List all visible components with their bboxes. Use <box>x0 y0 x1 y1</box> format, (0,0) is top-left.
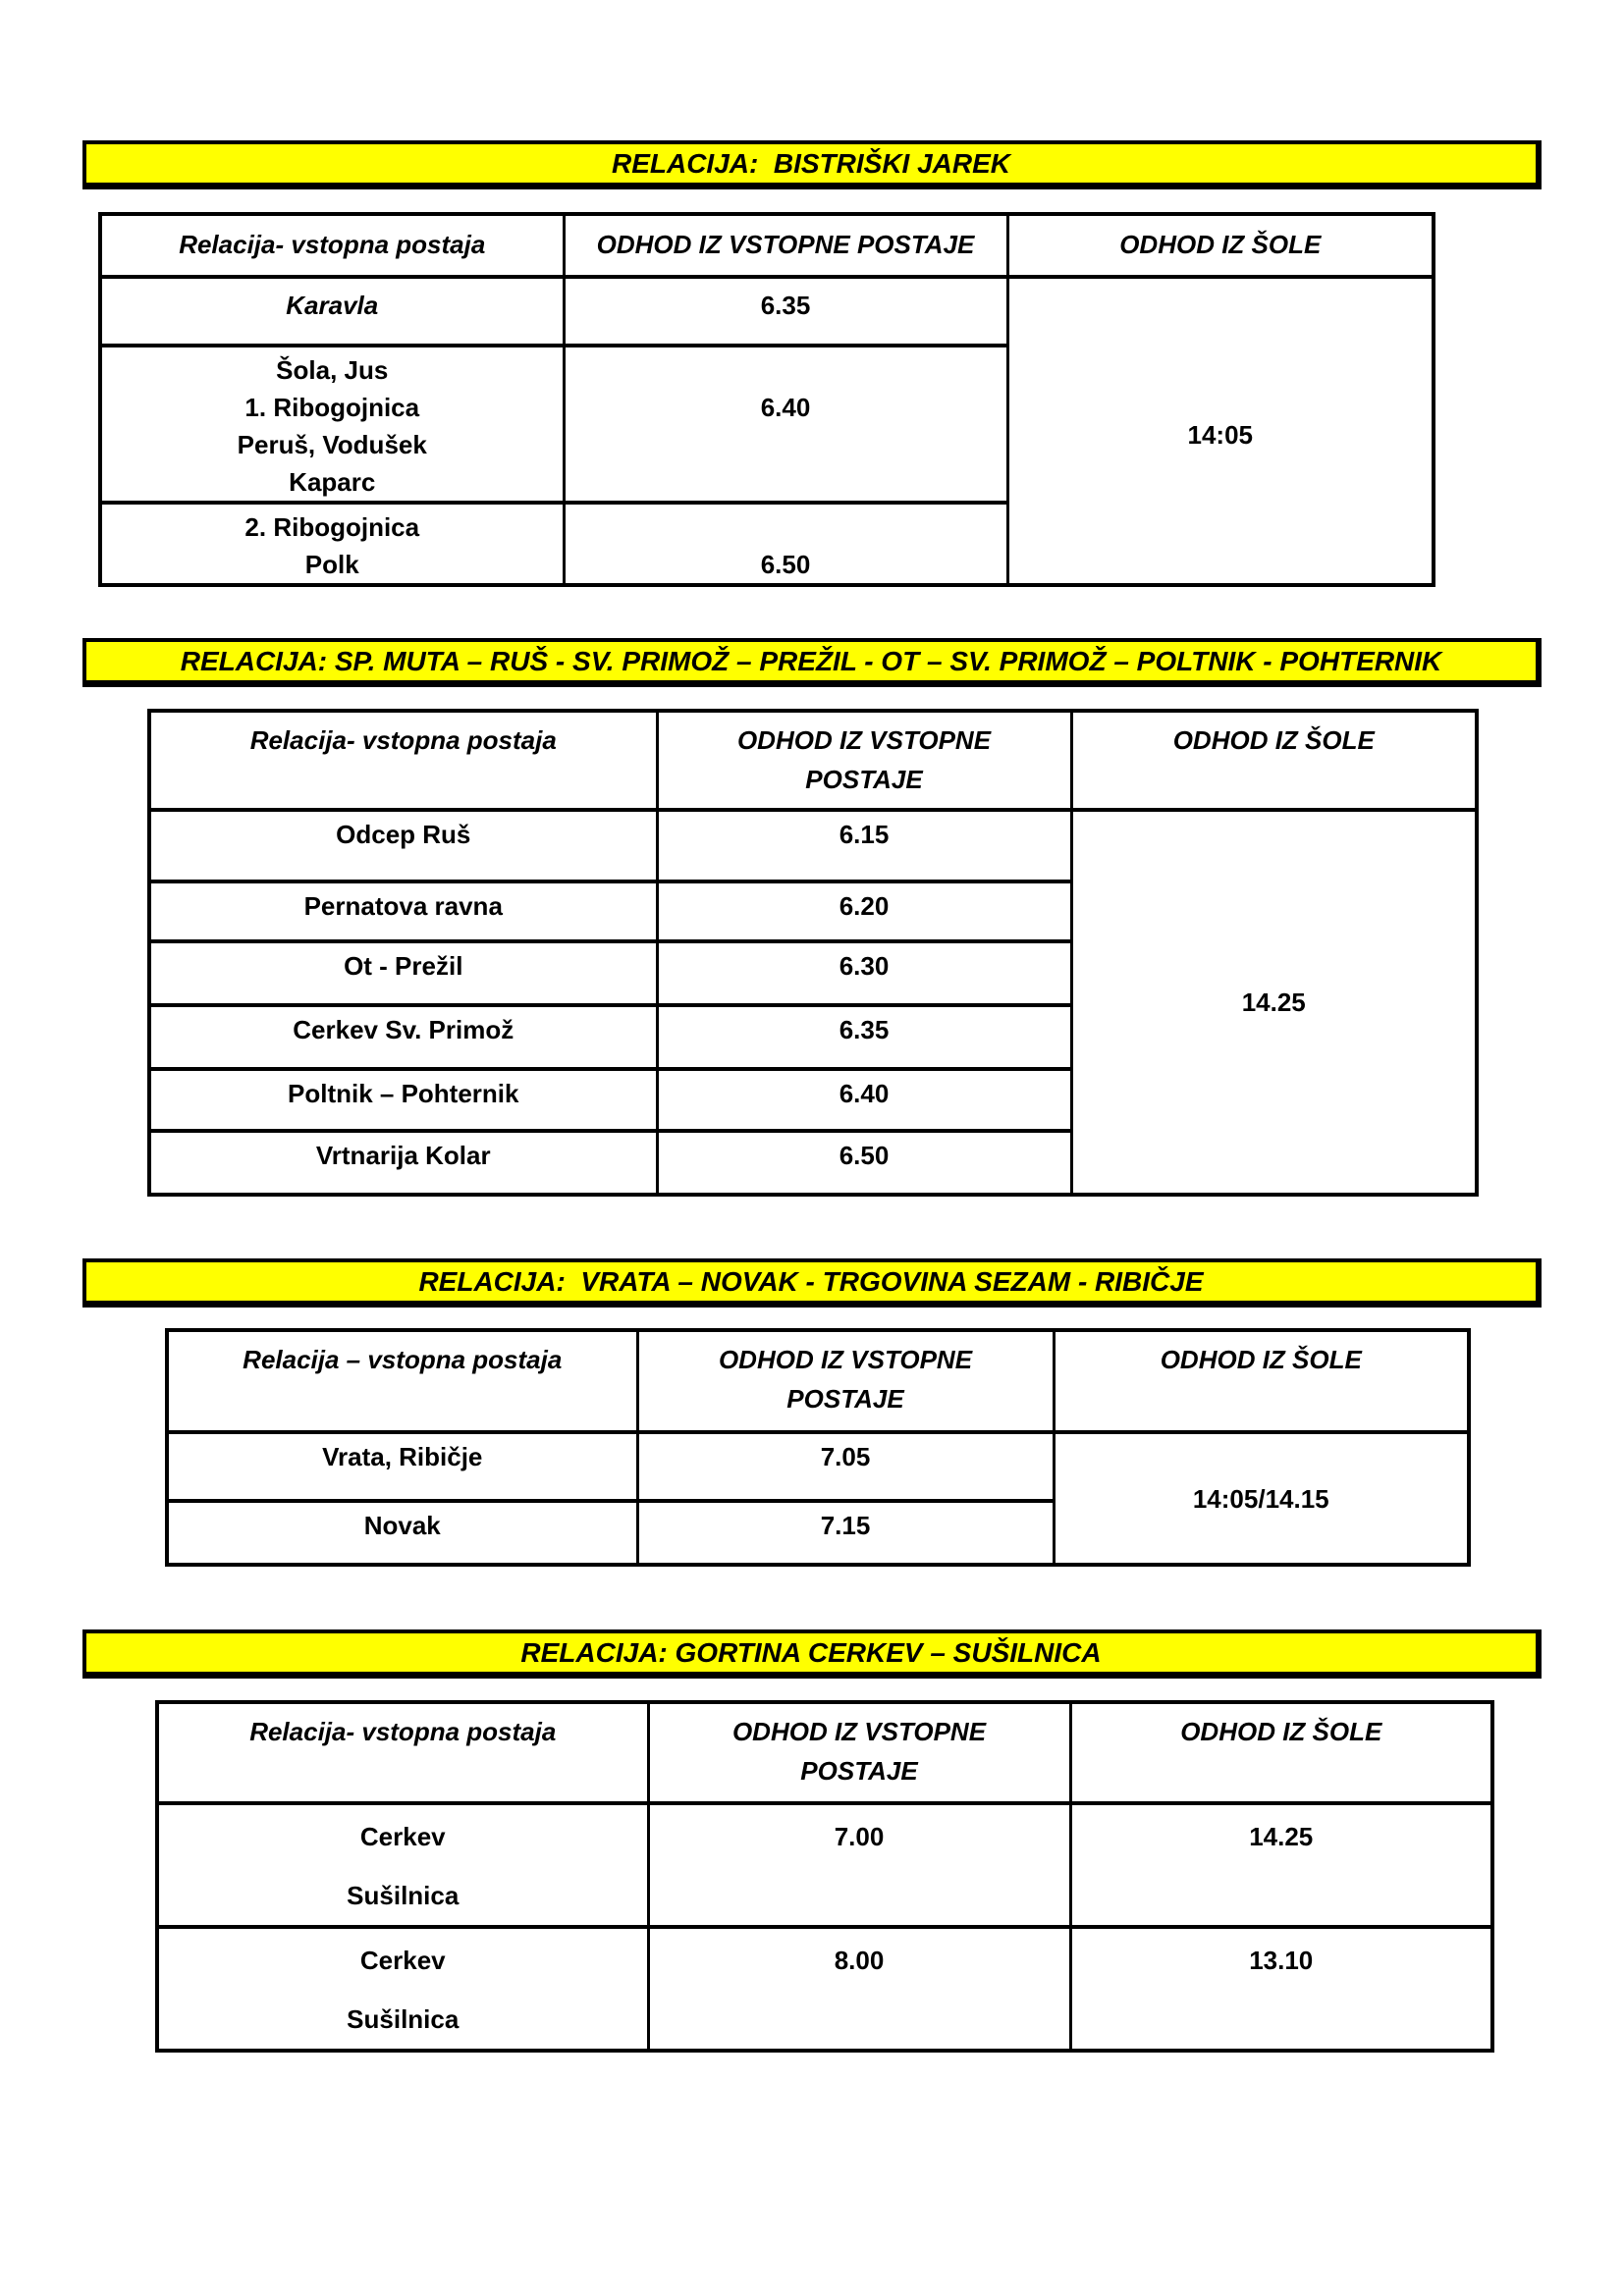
stop-cell: 2. Ribogojnica Polk <box>98 501 566 587</box>
school-departure-cell: 13.10 <box>1068 1925 1494 2053</box>
departure-time-cell: 6.30 <box>655 939 1073 1007</box>
departure-time-cell: 7.05 <box>635 1430 1056 1503</box>
stop-cell: Karavla <box>98 275 566 347</box>
departure-time-cell: 6.50 <box>655 1129 1073 1197</box>
relacija-banner-sp-muta-pohternik: RELACIJA: SP. MUTA – RUŠ - SV. PRIMOŽ – … <box>82 638 1542 687</box>
stop-cell: Šola, Jus 1. Ribogojnica Peruš, Vodušek … <box>98 344 566 505</box>
departure-time-cell: 8.00 <box>646 1925 1072 2053</box>
stop-cell: Cerkev Sv. Primož <box>147 1003 659 1071</box>
stop-cell: Cerkev Sušilnica <box>155 1925 650 2053</box>
stop-cell: Odcep Ruš <box>147 808 659 883</box>
table-row: Poltnik – Pohternik 6.40 <box>147 1067 1477 1133</box>
table-header-row: Relacija- vstopna postaja ODHOD IZ VSTOP… <box>147 709 1479 812</box>
header-cell-odhod-postaje: ODHOD IZ VSTOPNE POSTAJE <box>562 212 1009 279</box>
table-row: Ot - Prežil 6.30 <box>147 939 1477 1007</box>
schedule-table-sp-muta-pohternik: Relacija- vstopna postaja ODHOD IZ VSTOP… <box>147 709 1479 1197</box>
table-row: Odcep Ruš 6.15 14.25 <box>147 808 1479 1197</box>
table-header-row: Relacija- vstopna postaja ODHOD IZ VSTOP… <box>155 1700 1494 1805</box>
header-cell-odhod-sole: ODHOD IZ ŠOLE <box>1068 1700 1494 1805</box>
school-departure-cell: 14.25 <box>1069 808 1479 1197</box>
header-cell-relacija: Relacija- vstopna postaja <box>98 212 566 279</box>
table-row: Vrata, Ribičje 7.05 14:05/14.15 <box>165 1430 1471 1567</box>
stop-cell: Ot - Prežil <box>147 939 659 1007</box>
departure-time-cell: 6.40 <box>655 1067 1073 1133</box>
header-cell-odhod-postaje: ODHOD IZ VSTOPNE POSTAJE <box>635 1328 1056 1434</box>
header-cell-relacija: Relacija- vstopna postaja <box>155 1700 650 1805</box>
table-header-row: Relacija- vstopna postaja ODHOD IZ VSTOP… <box>98 212 1435 279</box>
header-cell-odhod-sole: ODHOD IZ ŠOLE <box>1052 1328 1471 1434</box>
departure-time-cell: 7.15 <box>635 1499 1056 1567</box>
schedule-table-vrata-ribicje: Relacija – vstopna postaja ODHOD IZ VSTO… <box>165 1328 1471 1567</box>
table-row: Karavla 6.35 14:05 <box>98 275 1435 587</box>
school-departure-cell: 14:05/14.15 <box>1052 1430 1471 1567</box>
stop-cell: Poltnik – Pohternik <box>147 1067 659 1133</box>
header-cell-odhod-sole: ODHOD IZ ŠOLE <box>1005 212 1435 279</box>
stop-cell: Vrata, Ribičje <box>165 1430 639 1503</box>
header-cell-relacija: Relacija- vstopna postaja <box>147 709 659 812</box>
relacija-banner-vrata-ribicje: RELACIJA: VRATA – NOVAK - TRGOVINA SEZAM… <box>82 1258 1542 1308</box>
banner-title: RELACIJA: BISTRIŠKI JAREK <box>611 147 1011 179</box>
header-cell-odhod-sole: ODHOD IZ ŠOLE <box>1069 709 1479 812</box>
departure-time-cell: 6.40 <box>562 344 1009 505</box>
banner-title: RELACIJA: SP. MUTA – RUŠ - SV. PRIMOŽ – … <box>180 645 1442 676</box>
departure-time-cell: 6.15 <box>655 808 1073 883</box>
departure-time-cell: 6.20 <box>655 880 1073 943</box>
table-row: 2. Ribogojnica Polk 6.50 <box>98 501 1434 587</box>
header-cell-odhod-postaje: ODHOD IZ VSTOPNE POSTAJE <box>646 1700 1072 1805</box>
stop-cell: Pernatova ravna <box>147 880 659 943</box>
header-cell-relacija: Relacija – vstopna postaja <box>165 1328 639 1434</box>
stop-cell: Cerkev Sušilnica <box>155 1801 650 1929</box>
table-row: Novak 7.15 <box>165 1499 1469 1567</box>
table-row: Cerkev Sv. Primož 6.35 <box>147 1003 1477 1071</box>
relacija-banner-bistriski-jarek: RELACIJA: BISTRIŠKI JAREK <box>82 140 1542 189</box>
departure-time-cell: 7.00 <box>646 1801 1072 1929</box>
table-row: Cerkev Sušilnica 8.00 13.10 <box>155 1925 1494 2053</box>
banner-title: RELACIJA: VRATA – NOVAK - TRGOVINA SEZAM… <box>418 1265 1204 1297</box>
table-row: Pernatova ravna 6.20 <box>147 880 1477 943</box>
table-row: Šola, Jus 1. Ribogojnica Peruš, Vodušek … <box>98 344 1434 505</box>
departure-time-cell: 6.35 <box>562 275 1009 347</box>
table-row: Cerkev Sušilnica 7.00 14.25 <box>155 1801 1494 1929</box>
stop-cell: Vrtnarija Kolar <box>147 1129 659 1197</box>
banner-title: RELACIJA: GORTINA CERKEV – SUŠILNICA <box>520 1636 1102 1668</box>
table-header-row: Relacija – vstopna postaja ODHOD IZ VSTO… <box>165 1328 1471 1434</box>
school-departure-cell: 14.25 <box>1068 1801 1494 1929</box>
schedule-table-gortina-cerkev: Relacija- vstopna postaja ODHOD IZ VSTOP… <box>155 1700 1494 2053</box>
header-cell-odhod-postaje: ODHOD IZ VSTOPNE POSTAJE <box>655 709 1073 812</box>
school-departure-cell: 14:05 <box>1005 275 1435 587</box>
schedule-table-bistriski-jarek: Relacija- vstopna postaja ODHOD IZ VSTOP… <box>98 212 1435 587</box>
departure-time-cell: 6.35 <box>655 1003 1073 1071</box>
relacija-banner-gortina-cerkev: RELACIJA: GORTINA CERKEV – SUŠILNICA <box>82 1629 1542 1679</box>
departure-time-cell: 6.50 <box>562 501 1009 587</box>
stop-cell: Novak <box>165 1499 639 1567</box>
table-row: Vrtnarija Kolar 6.50 <box>147 1129 1477 1197</box>
